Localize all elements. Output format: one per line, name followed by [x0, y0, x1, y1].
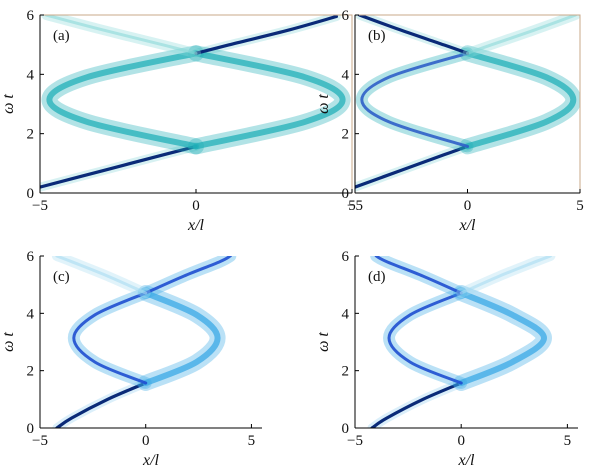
- x-tick-label: 5: [248, 433, 256, 449]
- y-tick-label: 6: [27, 8, 35, 24]
- x-tick-label: −5: [347, 433, 363, 449]
- data-curve: [193, 50, 346, 150]
- panel-label: (d): [368, 269, 386, 285]
- panel-label: (b): [368, 28, 386, 44]
- data-layer: [40, 15, 351, 192]
- data-branch-3: [67, 287, 152, 389]
- x-axis-title: x/l: [187, 217, 205, 234]
- y-axis-title: ω t: [0, 94, 17, 114]
- data-curve: [374, 256, 463, 295]
- y-tick-label: 6: [342, 8, 350, 24]
- y-axis-title: ω t: [315, 332, 332, 352]
- data-curve: [370, 381, 463, 428]
- y-tick-label: 2: [342, 364, 350, 380]
- data-curve: [142, 290, 221, 386]
- y-tick-label: 4: [342, 306, 350, 322]
- data-branch-4: [139, 256, 237, 299]
- data-curve: [387, 291, 463, 385]
- x-axis-title: x/l: [142, 452, 160, 469]
- data-branch-5: [51, 256, 151, 298]
- data-curve: [46, 50, 199, 150]
- y-tick-label: 0: [27, 186, 35, 202]
- data-curve: [72, 291, 148, 385]
- plot-frame: [354, 14, 581, 194]
- data-curve: [55, 381, 148, 428]
- data-branch-3: [355, 47, 474, 153]
- data-branch-1: [355, 141, 472, 192]
- y-tick-label: 2: [27, 364, 35, 380]
- data-curve: [360, 51, 469, 148]
- data-branch-3: [383, 287, 468, 389]
- data-layer: [355, 15, 580, 192]
- data-curve: [464, 50, 577, 150]
- y-tick-label: 4: [27, 306, 35, 322]
- data-layer: [367, 256, 556, 428]
- data-curve: [355, 144, 470, 189]
- data-branch-1: [40, 141, 201, 192]
- data-branch-2: [459, 45, 580, 155]
- x-tick-label: −5: [347, 198, 363, 214]
- panel-label: (c): [53, 269, 70, 285]
- data-branch-2: [137, 285, 226, 391]
- data-branch-3: [41, 45, 204, 155]
- data-curve: [194, 15, 338, 55]
- data-curve: [144, 256, 232, 295]
- data-curve: [40, 144, 198, 189]
- y-tick-label: 2: [342, 127, 350, 143]
- x-tick-label: 5: [348, 198, 356, 214]
- y-tick-label: 0: [342, 421, 350, 437]
- data-branch-5: [41, 15, 201, 59]
- x-tick-label: −5: [32, 198, 48, 214]
- data-curve: [466, 15, 577, 55]
- data-branch-4: [370, 256, 468, 299]
- y-axis-title: ω t: [315, 94, 332, 114]
- x-tick-label: 0: [192, 198, 200, 214]
- y-tick-label: 0: [342, 186, 350, 202]
- data-curve: [458, 290, 547, 386]
- data-branch-5: [462, 15, 580, 59]
- data-branch-1: [52, 378, 151, 428]
- x-tick-label: 0: [142, 433, 150, 449]
- y-tick-label: 2: [27, 127, 35, 143]
- data-layer: [51, 256, 237, 428]
- x-tick-label: 0: [464, 198, 472, 214]
- y-tick-label: 6: [342, 249, 350, 265]
- x-tick-label: 0: [457, 433, 465, 449]
- y-tick-label: 6: [27, 249, 35, 265]
- x-tick-label: −5: [32, 433, 48, 449]
- y-tick-label: 4: [342, 67, 350, 83]
- data-branch-5: [456, 256, 556, 298]
- y-tick-label: 4: [27, 67, 35, 83]
- x-axis-title: x/l: [459, 217, 477, 234]
- data-curve: [459, 256, 552, 295]
- y-axis-title: ω t: [0, 332, 17, 352]
- data-branch-1: [367, 378, 466, 428]
- x-tick-label: 5: [564, 433, 572, 449]
- plot-frame: [39, 14, 353, 194]
- data-curve: [44, 15, 198, 55]
- x-axis-title: x/l: [458, 452, 476, 469]
- data-curve: [55, 256, 148, 295]
- panel-label: (a): [53, 28, 70, 44]
- data-branch-4: [191, 15, 341, 58]
- data-curve: [357, 15, 470, 55]
- y-tick-label: 0: [27, 421, 35, 437]
- data-branch-2: [188, 45, 351, 155]
- data-branch-4: [355, 15, 472, 58]
- x-tick-label: 5: [576, 198, 584, 214]
- data-branch-2: [453, 285, 552, 391]
